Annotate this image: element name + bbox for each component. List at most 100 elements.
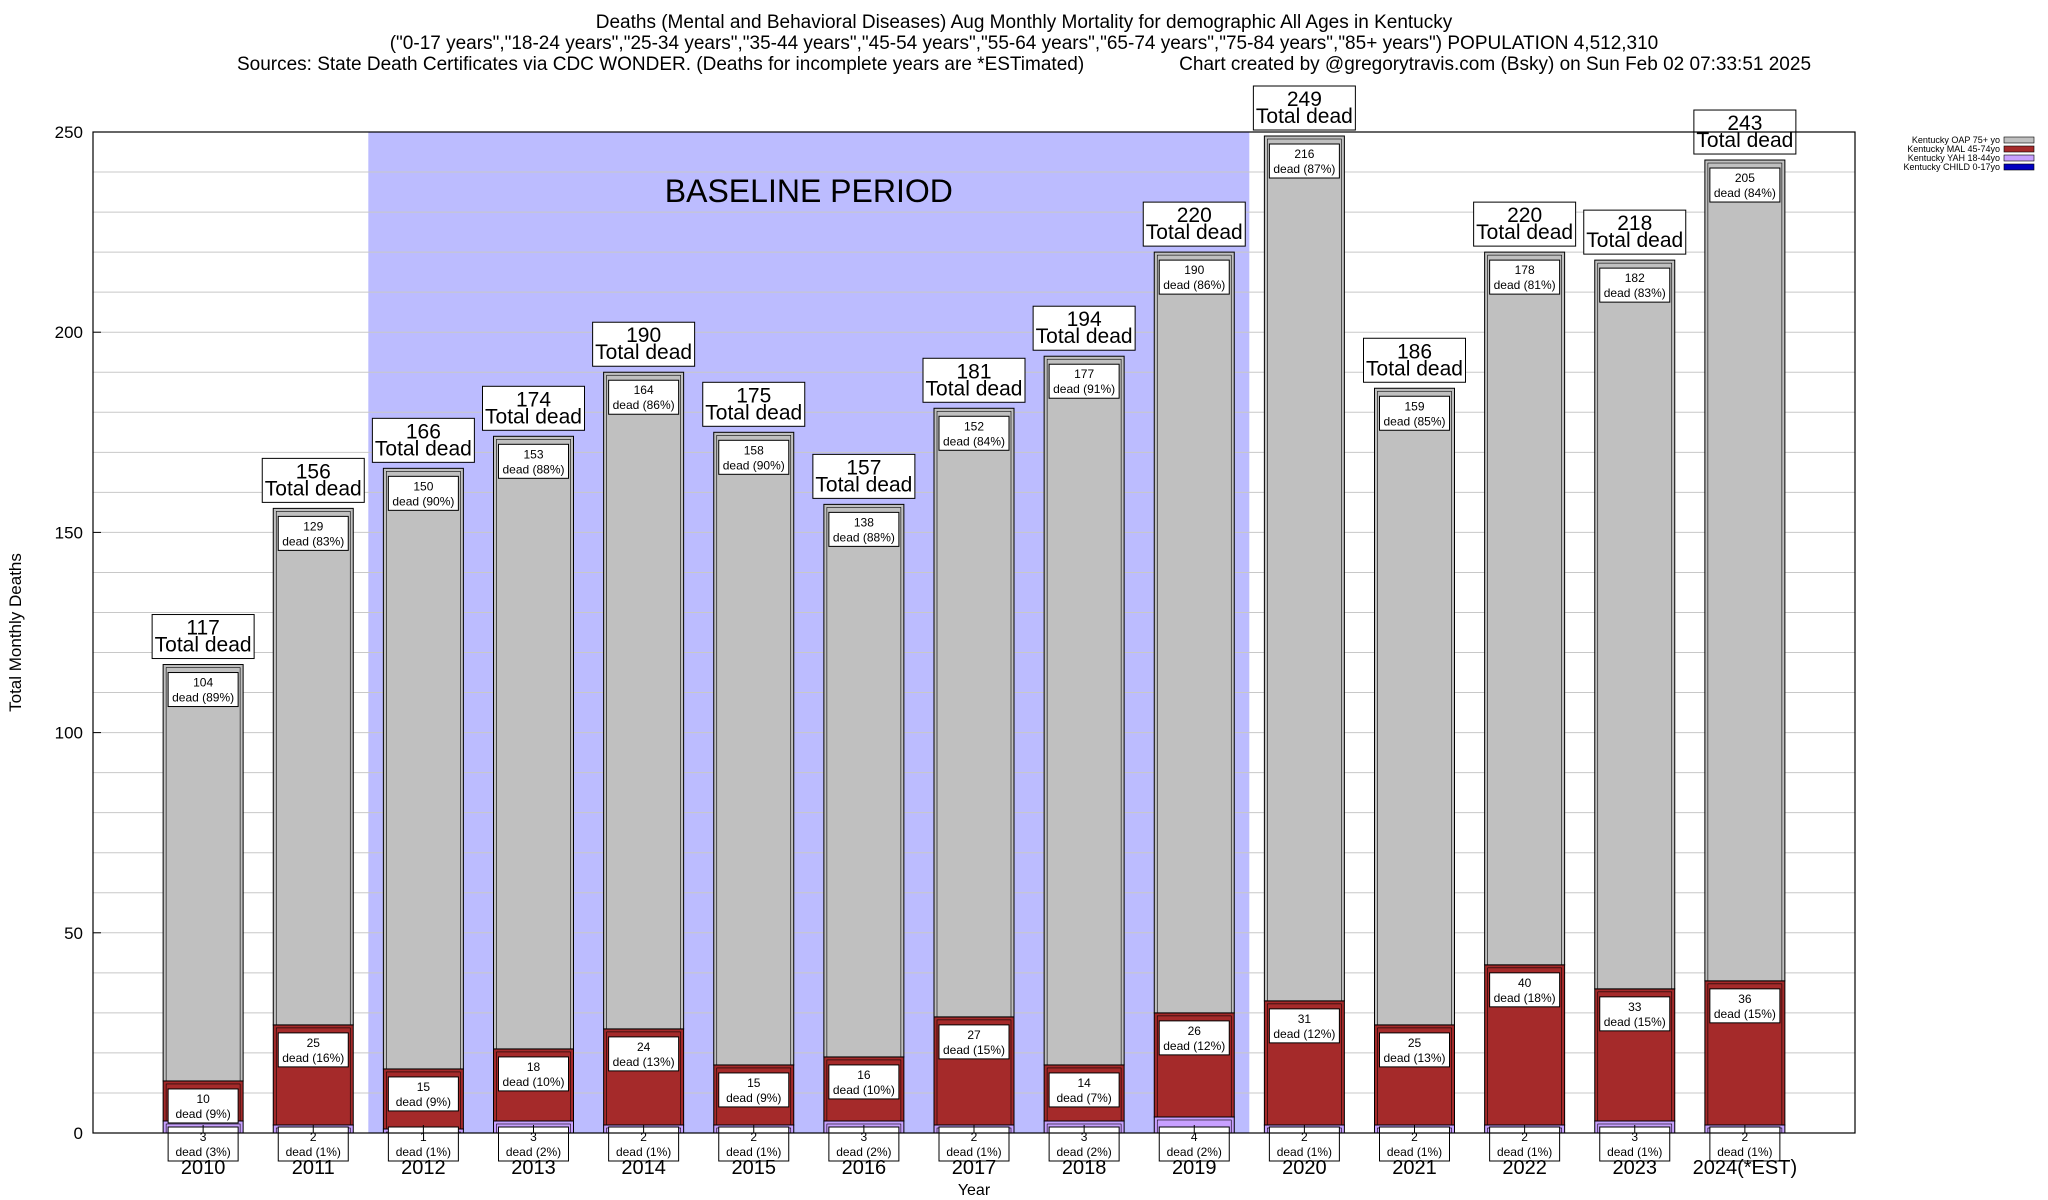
segment-label-value: 15 (417, 1080, 431, 1094)
segment-label-value: 164 (634, 383, 654, 397)
segment-label-percent: dead (1%) (396, 1145, 451, 1159)
x-tick-label: 2012 (401, 1157, 446, 1179)
total-label-value: 174 (516, 388, 551, 411)
segment-label-percent: dead (91%) (1053, 382, 1115, 396)
bar-segment-outline (936, 410, 1012, 1018)
total-label-box (922, 357, 1026, 403)
legend-swatch (2003, 154, 2035, 162)
total-label-text: Total dead (1476, 221, 1573, 244)
total-label-box (1252, 85, 1356, 131)
segment-label-percent: dead (1%) (726, 1145, 781, 1159)
segment-label-percent: dead (1%) (1387, 1145, 1442, 1159)
segment-label-percent: dead (18%) (1494, 991, 1556, 1005)
segment-label-percent: dead (15%) (1714, 1007, 1776, 1021)
bar-segment (1704, 159, 1786, 982)
bar-segment-outline (275, 511, 351, 1026)
bar-segment-outline (275, 1027, 351, 1126)
segment-label-value: 216 (1294, 147, 1314, 161)
chart-title: Deaths (Mental and Behavioral Diseases) … (595, 12, 1453, 33)
bar-segment-outline (606, 374, 681, 1030)
segment-label-percent: dead (83%) (282, 534, 344, 548)
segment-label-value: 25 (1408, 1036, 1422, 1050)
segment-label-value: 15 (747, 1076, 761, 1090)
segment-label-value: 159 (1404, 399, 1424, 413)
total-label-box (151, 614, 255, 660)
segment-label-percent: dead (88%) (502, 462, 564, 476)
x-tick-label: 2023 (1613, 1157, 1658, 1179)
total-label-box (1032, 305, 1136, 351)
segment-label-box (1599, 267, 1671, 303)
bar-segment-outline (1046, 358, 1122, 1066)
bar-segment-outline (1597, 991, 1673, 1122)
segment-label-percent: dead (15%) (943, 1043, 1005, 1057)
segment-label-percent: dead (86%) (613, 398, 675, 412)
total-label-box (1363, 337, 1466, 383)
total-label-value: 220 (1507, 204, 1542, 227)
segment-label-percent: dead (13%) (613, 1055, 675, 1069)
segment-label-value: 205 (1735, 171, 1755, 185)
y-tick-label: 0 (74, 1124, 83, 1143)
segment-label-box (1489, 972, 1561, 1008)
segment-label-percent: dead (1%) (286, 1145, 341, 1159)
x-tick-label: 2018 (1062, 1157, 1107, 1179)
segment-label-percent: dead (16%) (282, 1051, 344, 1065)
axes: 0 50 100 150 200 250 Total Monthly Deaths Year 2… (6, 123, 1797, 1199)
segment-label-percent: dead (85%) (1383, 414, 1445, 428)
bar-segment (1484, 251, 1566, 966)
bar-segment-outline (386, 471, 461, 1070)
segment-label-percent: dead (9%) (726, 1091, 781, 1105)
segment-label-box (1158, 259, 1230, 295)
baseline-label: BASELINE PERIOD (665, 173, 953, 209)
segment-label-box (167, 672, 239, 708)
total-label-text: Total dead (705, 401, 802, 424)
segment-label-percent: dead (7%) (1056, 1091, 1111, 1105)
segment-label-percent: dead (90%) (723, 458, 785, 472)
segment-label-percent: dead (9%) (396, 1095, 451, 1109)
segment-label-box (1158, 1020, 1230, 1056)
bar-segment-outline (716, 1067, 792, 1126)
segment-label-value: 36 (1738, 992, 1752, 1006)
segment-label-percent: dead (87%) (1273, 162, 1335, 176)
total-label-text: Total dead (926, 377, 1023, 400)
segment-label-value: 26 (1188, 1024, 1202, 1038)
segment-label-percent: dead (84%) (943, 434, 1005, 448)
total-label-box (482, 385, 585, 431)
segment-label-value: 3 (1631, 1130, 1638, 1144)
segment-label-percent: dead (2%) (836, 1145, 891, 1159)
bar-segment-outline (1707, 983, 1783, 1126)
bar-segment-outline (496, 1051, 571, 1122)
x-tick-label: 2024(*EST) (1693, 1157, 1798, 1179)
bar-segment (823, 503, 905, 1058)
total-label-box (261, 457, 365, 503)
segment-label-box (387, 475, 459, 511)
segment-label-value: 18 (527, 1060, 541, 1074)
segment-label-value: 190 (1184, 263, 1204, 277)
bar-segment-outline (1046, 1067, 1122, 1122)
total-label-box (371, 417, 475, 463)
segment-label-percent: dead (9%) (175, 1107, 230, 1121)
total-label-value: 117 (186, 617, 219, 640)
segment-label-value: 3 (1081, 1130, 1088, 1144)
total-label-box (702, 381, 806, 427)
segment-label-value: 158 (744, 443, 764, 457)
segment-label-box (718, 1072, 790, 1108)
total-label-text: Total dead (1256, 105, 1353, 128)
segment-label-percent: dead (90%) (392, 494, 454, 508)
segment-label-value: 2 (1742, 1130, 1749, 1144)
total-label-text: Total dead (1366, 357, 1463, 380)
total-label-box (812, 453, 916, 499)
segment-label-value: 104 (193, 676, 213, 690)
segment-label-box (387, 1076, 459, 1112)
segment-label-percent: dead (2%) (1056, 1145, 1111, 1159)
x-tick-label: 2017 (952, 1157, 997, 1179)
total-label-box (1142, 201, 1246, 247)
bar-segment (1153, 251, 1235, 1014)
bar-segment-outline (165, 667, 241, 1082)
bar-segment (1374, 387, 1455, 1026)
bar-segment-outline (606, 1031, 681, 1126)
y-tick-label: 250 (55, 123, 83, 142)
bar-segment (162, 664, 244, 1082)
chart-sources-line: Sources: State Death Certificates via CD… (0, 54, 2048, 75)
